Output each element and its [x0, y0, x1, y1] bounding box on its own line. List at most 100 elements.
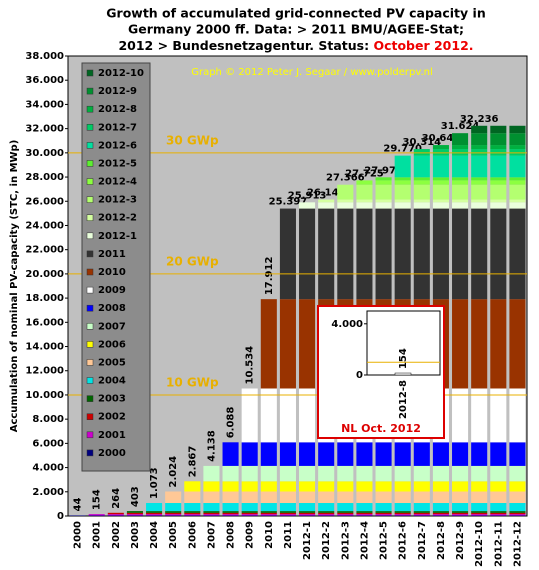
y-tick-label: 6.000 [32, 438, 64, 449]
bar-segment [471, 202, 488, 209]
bar-segment [184, 514, 201, 516]
legend-label: 2010 [98, 267, 126, 278]
bar-segment [413, 199, 430, 203]
inset-x-tick-label: 2012-8 [398, 380, 409, 419]
bar-segment [375, 481, 392, 492]
bar-segment [471, 133, 488, 146]
bar-segment [299, 491, 316, 504]
bar-segment [222, 514, 239, 516]
bar-segment [394, 208, 411, 300]
bar-segment [279, 388, 296, 443]
bar-segment [146, 503, 163, 512]
bar-segment [356, 465, 373, 482]
x-tick-label: 2012-1 [302, 521, 313, 560]
bar-segment [356, 511, 373, 513]
bar-segment [394, 514, 411, 516]
bar-segment [260, 442, 277, 466]
bar-segment [184, 491, 201, 504]
legend-swatch [86, 359, 94, 366]
bar-segment [241, 442, 258, 466]
bar-segment [337, 202, 354, 209]
x-tick-label: 2005 [168, 521, 179, 549]
bar-segment [356, 491, 373, 504]
bar-segment [452, 184, 469, 200]
bar-segment [375, 180, 392, 185]
bar-segment [299, 514, 316, 516]
y-tick-label: 28.000 [25, 172, 64, 183]
legend-swatch [86, 449, 94, 457]
bar-segment [318, 465, 335, 482]
bar-segment [432, 503, 449, 512]
bar-segment [509, 299, 526, 389]
bar-segment [509, 465, 526, 482]
value-label: 27.725 [345, 168, 384, 179]
bar-segment [452, 503, 469, 512]
legend-label: 2012-2 [98, 213, 137, 224]
legend-swatch [86, 178, 94, 185]
bar-segment [260, 503, 277, 512]
bar-segment [490, 199, 507, 203]
legend-label: 2012-9 [98, 86, 137, 97]
bar-segment [318, 199, 335, 203]
bar-segment [318, 503, 335, 512]
value-label: 27.366 [326, 173, 365, 184]
value-label: 264 [111, 488, 122, 509]
inset-plot [366, 310, 441, 376]
legend-label: 2012-4 [98, 177, 137, 188]
bar-segment [126, 512, 143, 515]
bar-segment [490, 465, 507, 482]
x-tick-label: 2008 [226, 521, 237, 549]
x-tick-label: 2011 [283, 521, 294, 549]
bar-segment [88, 515, 105, 516]
bar-segment [509, 503, 526, 512]
bar-segment [203, 511, 220, 513]
bar-segment [471, 491, 488, 504]
y-tick-label: 0 [57, 511, 64, 522]
bar-segment [509, 491, 526, 504]
value-label: 154 [92, 489, 103, 510]
bar-segment [490, 512, 507, 515]
bar-segment [394, 202, 411, 209]
bar-segment [509, 184, 526, 200]
bar-segment [299, 503, 316, 512]
bar-segment [394, 491, 411, 504]
bar-segment [356, 180, 373, 185]
bar-segment [471, 125, 488, 134]
bar-segment [203, 503, 220, 512]
bar-segment [279, 299, 296, 389]
bar-segment [452, 177, 469, 181]
legend-swatch [86, 232, 94, 240]
bar-segment [337, 208, 354, 300]
bar-segment [471, 465, 488, 482]
bar-segment [337, 503, 354, 512]
bar-segment [260, 491, 277, 504]
x-tick-label: 2012-6 [398, 521, 409, 560]
bar-segment [471, 180, 488, 185]
bar-segment [394, 155, 411, 178]
bar-segment [452, 481, 469, 492]
bar-segment [452, 514, 469, 516]
y-tick-label: 32.000 [25, 124, 64, 135]
bar-segment [318, 442, 335, 466]
bar-segment [318, 202, 335, 209]
bar-segment [490, 125, 507, 134]
inset-y-tick-label: 0 [356, 370, 363, 381]
reference-label: 10 GWp [166, 375, 219, 389]
bar-segment [356, 481, 373, 492]
bar-segment [356, 184, 373, 200]
bar-segment [222, 442, 239, 466]
bar-segment [279, 465, 296, 482]
value-label: 30.643 [422, 133, 461, 144]
reference-label: 30 GWp [166, 133, 219, 147]
bar-segment [356, 503, 373, 512]
legend-label: 2009 [98, 285, 126, 296]
y-tick-label: 20.000 [25, 269, 64, 280]
legend-swatch [86, 268, 94, 276]
bar-segment [413, 514, 430, 516]
bar-segment [241, 491, 258, 504]
bar-segment [318, 481, 335, 492]
y-tick-label: 22.000 [25, 245, 64, 256]
bar-segment [452, 491, 469, 504]
x-tick-label: 2012-7 [417, 521, 428, 560]
legend-label: 2012-7 [98, 122, 137, 133]
